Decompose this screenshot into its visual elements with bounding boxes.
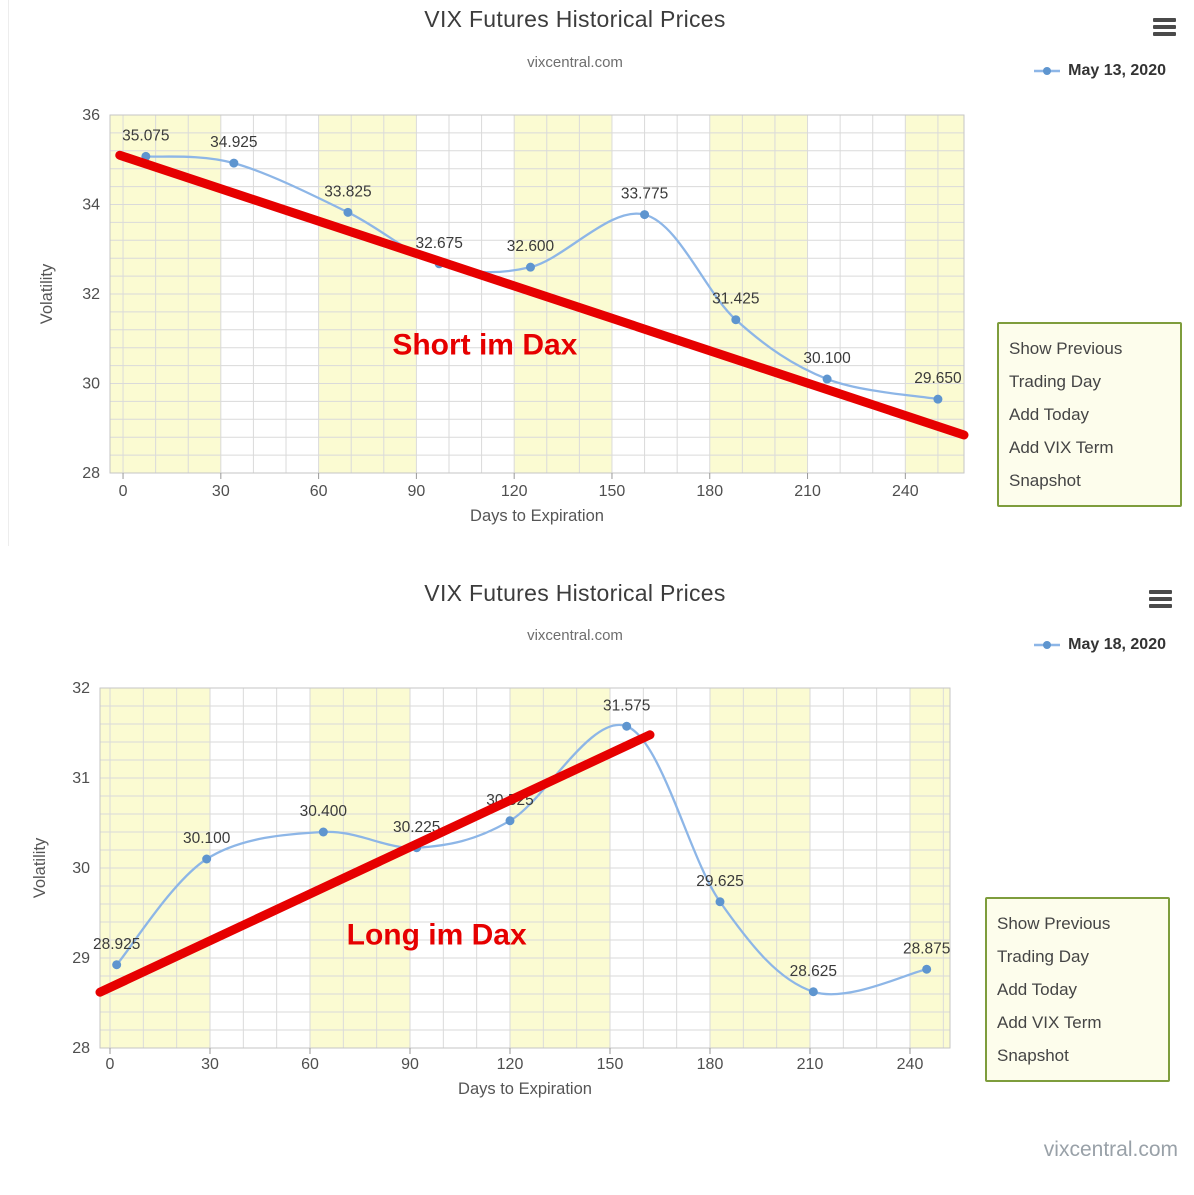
data-point bbox=[622, 721, 632, 731]
y-tick-label: 34 bbox=[82, 197, 100, 214]
trend-line-annotation bbox=[95, 730, 655, 997]
data-point bbox=[229, 158, 239, 168]
x-tick-label: 180 bbox=[696, 483, 723, 500]
x-tick-label: 90 bbox=[407, 483, 425, 500]
data-point bbox=[822, 374, 832, 384]
chart-context-menu: Show Previous Trading Day Add Today Add … bbox=[985, 897, 1170, 1082]
plot-border bbox=[109, 114, 965, 474]
legend-marker-icon bbox=[1034, 641, 1061, 649]
y-tick-label: 36 bbox=[82, 107, 100, 124]
x-tick-label: 150 bbox=[599, 483, 626, 500]
data-point bbox=[731, 315, 741, 325]
data-label: 29.650 bbox=[914, 370, 962, 387]
data-label: 30.100 bbox=[803, 350, 851, 367]
data-label: 33.825 bbox=[324, 183, 371, 200]
y-tick-label: 30 bbox=[82, 376, 100, 393]
y-tick-label: 28 bbox=[82, 465, 100, 482]
y-tick-label: 28 bbox=[72, 1040, 90, 1057]
y-tick-label: 32 bbox=[72, 680, 90, 697]
x-tick-label: 30 bbox=[201, 1056, 219, 1073]
chart-title: VIX Futures Historical Prices bbox=[424, 6, 726, 32]
data-label: 30.400 bbox=[300, 803, 348, 820]
x-tick-label: 30 bbox=[212, 483, 230, 500]
data-label: 28.625 bbox=[790, 963, 837, 980]
hamburger-menu-icon[interactable] bbox=[1147, 588, 1174, 610]
data-label: 28.875 bbox=[903, 940, 950, 957]
x-tick-label: 210 bbox=[797, 1056, 824, 1073]
chart-subtitle: vixcentral.com bbox=[527, 54, 623, 71]
menu-item-add-today[interactable]: Add Today bbox=[1009, 405, 1090, 424]
data-point bbox=[640, 210, 650, 220]
legend-item[interactable]: May 13, 2020 bbox=[1033, 62, 1166, 80]
plot-border bbox=[99, 687, 951, 1049]
x-tick-label: 60 bbox=[310, 483, 328, 500]
x-tick-label: 180 bbox=[697, 1056, 724, 1073]
vix-futures-chart: 0 30 60 90 120 150 180 210 240 28 29 30 31 32 Days to … bbox=[31, 680, 951, 1098]
data-point bbox=[933, 394, 943, 404]
vixcentral-watermark: vixcentral.com bbox=[1043, 1138, 1178, 1161]
data-label: 28.925 bbox=[93, 936, 140, 953]
menu-item-snapshot[interactable]: Snapshot bbox=[1009, 471, 1081, 490]
data-label: 32.675 bbox=[416, 235, 463, 252]
data-label: 35.075 bbox=[122, 127, 169, 144]
x-tick-label: 120 bbox=[497, 1056, 524, 1073]
menu-item-add-vix-term[interactable]: Add VIX Term bbox=[997, 1013, 1102, 1032]
y-tick-label: 29 bbox=[72, 950, 90, 967]
legend-marker-icon bbox=[1034, 67, 1061, 75]
y-axis-title: Volatility bbox=[31, 837, 49, 898]
data-point bbox=[922, 964, 932, 974]
x-tick-label: 0 bbox=[119, 483, 128, 500]
data-label: 31.425 bbox=[712, 291, 759, 308]
y-tick-label: 30 bbox=[72, 860, 90, 877]
x-tick-label: 60 bbox=[301, 1056, 319, 1073]
data-point bbox=[318, 827, 328, 837]
menu-item-add-vix-term[interactable]: Add VIX Term bbox=[1009, 438, 1114, 457]
annotation-text: Short im Dax bbox=[392, 328, 577, 361]
data-point bbox=[202, 854, 212, 864]
data-point bbox=[112, 960, 122, 970]
annotation-text: Long im Dax bbox=[347, 919, 527, 952]
legend-label: May 13, 2020 bbox=[1068, 62, 1166, 79]
x-tick-label: 0 bbox=[106, 1056, 115, 1073]
data-point bbox=[343, 207, 353, 217]
y-axis-title: Volatility bbox=[38, 263, 56, 324]
data-label: 33.775 bbox=[621, 186, 668, 203]
data-point bbox=[808, 987, 818, 997]
data-label: 29.625 bbox=[696, 873, 743, 890]
menu-item-snapshot[interactable]: Snapshot bbox=[997, 1046, 1069, 1065]
y-tick-label: 32 bbox=[82, 286, 100, 303]
data-point bbox=[715, 897, 725, 907]
data-point bbox=[505, 816, 515, 826]
x-axis-title: Days to Expiration bbox=[470, 507, 604, 525]
y-tick-label: 31 bbox=[72, 770, 90, 787]
x-tick-label: 150 bbox=[597, 1056, 624, 1073]
series-line bbox=[115, 723, 927, 996]
trend-line-annotation bbox=[115, 150, 969, 440]
series-line bbox=[145, 155, 939, 401]
hamburger-menu-icon[interactable] bbox=[1151, 16, 1178, 38]
panel-edge-line bbox=[8, 0, 9, 546]
menu-item-add-today[interactable]: Add Today bbox=[997, 980, 1078, 999]
legend-item[interactable]: May 18, 2020 bbox=[1033, 636, 1166, 654]
data-label: 31.575 bbox=[603, 697, 650, 714]
x-tick-label: 240 bbox=[892, 483, 919, 500]
chart-subtitle: vixcentral.com bbox=[527, 627, 623, 644]
legend-label: May 18, 2020 bbox=[1068, 636, 1166, 653]
x-tick-label: 120 bbox=[501, 483, 528, 500]
vix-futures-chart: 0 30 60 90 120 150 180 210 240 28 30 32 34 36 Days to … bbox=[38, 107, 969, 525]
data-label: 30.100 bbox=[183, 830, 231, 847]
data-label: 30.225 bbox=[393, 819, 440, 836]
data-label: 34.925 bbox=[210, 134, 257, 151]
x-tick-label: 240 bbox=[897, 1056, 924, 1073]
data-point bbox=[525, 262, 535, 272]
x-tick-label: 90 bbox=[401, 1056, 419, 1073]
data-label: 32.600 bbox=[507, 238, 555, 255]
menu-item-show-previous-day[interactable]: Show Previous Trading Day bbox=[1009, 339, 1123, 391]
x-tick-label: 210 bbox=[794, 483, 821, 500]
chart-title: VIX Futures Historical Prices bbox=[424, 580, 726, 606]
x-axis-title: Days to Expiration bbox=[458, 1080, 592, 1098]
menu-item-show-previous-day[interactable]: Show Previous Trading Day bbox=[997, 914, 1111, 966]
chart-context-menu: Show Previous Trading Day Add Today Add … bbox=[997, 322, 1182, 507]
